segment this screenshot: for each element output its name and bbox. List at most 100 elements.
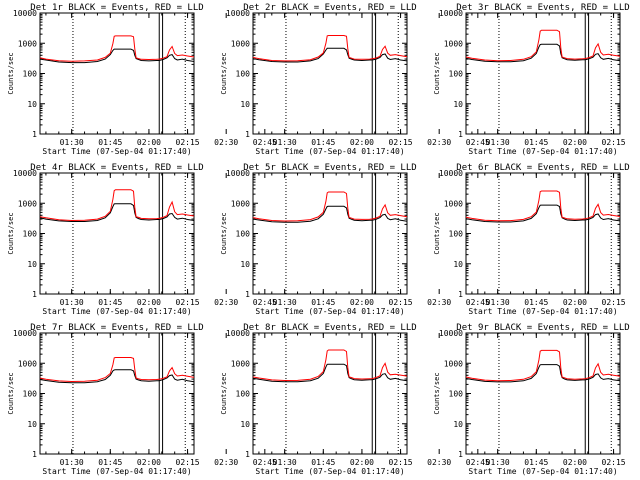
x-tick-label: 01:45 [98,298,122,307]
detector-panel: Det 4r BLACK = Events, RED = LLD 1 10 100 10… [7,163,277,316]
x-tick-label: 01:30 [273,138,297,147]
x-tick-label: 02:15 [389,458,413,467]
y-tick-label: 1 [458,290,463,299]
y-axis-label: Counts/sec [7,52,15,94]
lld-series-line [39,35,195,62]
y-axis-label: Counts/sec [220,52,228,94]
y-tick-label: 10000 [13,9,37,18]
y-tick-label: 1000 [18,39,37,48]
y-axis-label: Counts/sec [220,372,228,414]
x-tick-label: 01:45 [524,298,548,307]
x-tick-label: 02:00 [350,458,374,467]
lld-series-line [252,191,408,222]
detector-panel: Det 8r BLACK = Events, RED = LLD11010010… [220,323,490,476]
detector-panel: Det 6r BLACK = Events, RED = LLD 1 10 100 10… [433,163,630,316]
panel-title: Det 3r BLACK = Events, RED = LLD [456,3,629,13]
x-tick-label: 02:00 [137,298,161,307]
panel-title: Det 7r BLACK = Events, RED = LLD [30,323,203,333]
detector-panel: Det 3r BLACK = Events, RED = LLD 1 10 100 10… [433,3,630,156]
x-tick-label: 02:30 [427,298,451,307]
x-tick-label: 02:45 [253,298,277,307]
y-tick-label: 10 [240,260,250,269]
events-series-line [252,205,408,223]
x-tick-label: 02:30 [427,138,451,147]
x-tick-label: 02:00 [563,138,587,147]
x-tick-label: 01:45 [311,138,335,147]
y-tick-label: 1 [32,130,37,139]
x-axis-label: Start Time (07-Sep-04 01:17:40) [42,307,191,316]
x-tick-label: 02:45 [466,458,490,467]
lld-series-line [465,349,621,382]
x-tick-label: 02:00 [563,298,587,307]
lld-series-line [465,29,621,62]
x-tick-label: 01:45 [311,298,335,307]
y-tick-label: 100 [236,390,251,399]
y-axis-label: Counts/sec [220,212,228,254]
x-axis-label: Start Time (07-Sep-04 01:17:40) [255,147,404,156]
y-tick-label: 10000 [226,329,250,338]
x-tick-label: 02:15 [176,458,200,467]
y-axis-label: Counts/sec [433,212,441,254]
events-series-line [39,203,195,222]
x-tick-label: 01:45 [524,458,548,467]
y-tick-label: 1000 [18,199,37,208]
events-series-line [465,204,621,223]
y-tick-label: 100 [449,70,464,79]
plot-frame [252,172,408,295]
y-tick-label: 10 [240,100,250,109]
x-tick-label: 01:30 [273,298,297,307]
x-axis-label: Start Time (07-Sep-04 01:17:40) [255,307,404,316]
y-tick-label: 100 [23,390,38,399]
plot-frame [252,332,408,455]
x-tick-label: 01:30 [60,298,84,307]
x-axis-label: Start Time (07-Sep-04 01:17:40) [468,307,617,316]
events-series-line [465,364,621,383]
x-axis-label: Start Time (07-Sep-04 01:17:40) [42,467,191,476]
y-tick-label: 100 [236,230,251,239]
x-axis-label: Start Time (07-Sep-04 01:17:40) [255,467,404,476]
panel-title: Det 1r BLACK = Events, RED = LLD [30,3,203,13]
y-tick-label: 100 [23,70,38,79]
y-tick-label: 10000 [439,9,463,18]
x-tick-label: 02:15 [176,298,200,307]
plot-frame [39,12,195,135]
y-axis-label: Counts/sec [433,52,441,94]
x-tick-label: 01:30 [486,138,510,147]
y-tick-label: 1000 [444,359,463,368]
x-axis-label: Start Time (07-Sep-04 01:17:40) [42,147,191,156]
x-tick-label: 01:45 [524,138,548,147]
lld-series-line [252,349,408,382]
y-tick-label: 10 [240,420,250,429]
y-tick-label: 1000 [231,39,250,48]
x-tick-label: 01:30 [273,458,297,467]
y-axis-label: Counts/sec [433,372,441,414]
x-tick-label: 01:45 [98,458,122,467]
events-series-line [465,43,621,63]
panel-title: Det 6r BLACK = Events, RED = LLD [456,163,629,173]
x-tick-label: 02:30 [214,138,238,147]
y-tick-label: 1 [32,450,37,459]
y-tick-label: 1000 [18,359,37,368]
panel-title: Det 4r BLACK = Events, RED = LLD [30,163,203,173]
events-series-line [39,369,195,384]
x-tick-label: 01:30 [486,298,510,307]
events-series-line [252,47,408,63]
panel-title: Det 2r BLACK = Events, RED = LLD [243,3,416,13]
y-tick-label: 10 [27,260,37,269]
x-tick-label: 02:30 [214,298,238,307]
x-tick-label: 01:45 [98,138,122,147]
lld-series-line [252,35,408,62]
x-tick-label: 02:15 [602,458,626,467]
detector-panel: Det 2r BLACK = Events, RED = LLD11010010… [220,3,490,156]
y-tick-label: 1 [245,290,250,299]
detector-panel: Det 7r BLACK = Events, RED = LLD11010010… [7,323,277,476]
y-tick-label: 100 [23,230,38,239]
y-tick-label: 10000 [439,169,463,178]
x-tick-label: 02:45 [253,458,277,467]
plot-frame [39,332,195,455]
y-tick-label: 10 [27,100,37,109]
y-tick-label: 10 [453,100,463,109]
detector-panel: Det 9r BLACK = Events, RED = LLD 1 10 100 10… [433,323,630,476]
y-tick-label: 1 [245,450,250,459]
